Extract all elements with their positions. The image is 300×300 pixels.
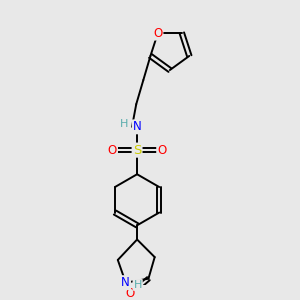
Text: O: O [157, 144, 167, 157]
Text: O: O [108, 144, 117, 157]
Text: S: S [133, 144, 141, 157]
Text: O: O [126, 287, 135, 300]
Text: N: N [122, 276, 130, 289]
Text: O: O [153, 27, 163, 40]
Text: H: H [134, 280, 142, 290]
Text: N: N [133, 120, 142, 134]
Text: H: H [120, 119, 128, 129]
